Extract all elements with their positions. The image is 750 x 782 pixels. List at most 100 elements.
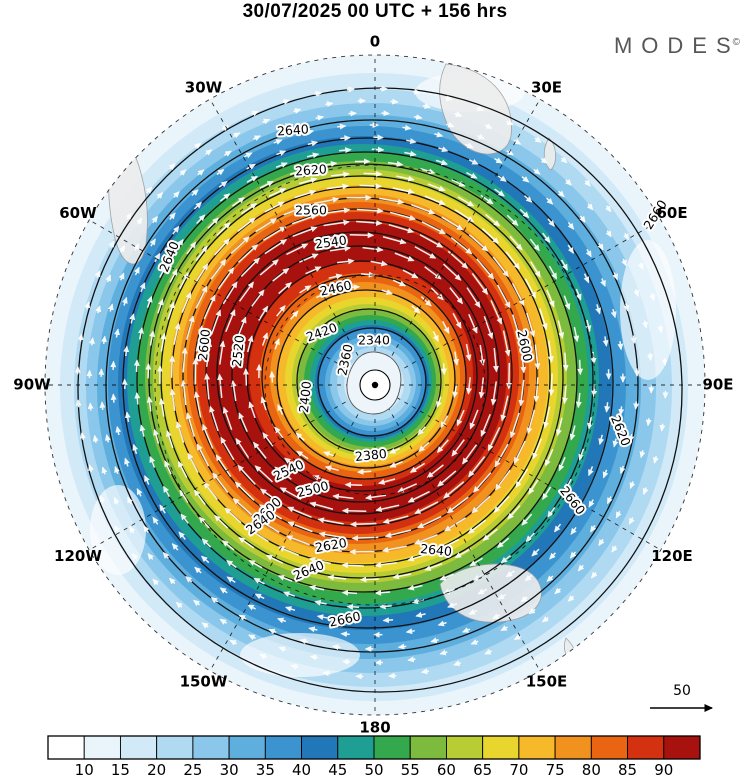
wind-arrow bbox=[494, 157, 503, 164]
wind-arrow bbox=[578, 448, 585, 461]
wind-arrow bbox=[290, 663, 299, 670]
wind-arrow bbox=[520, 346, 527, 374]
wind-arrow bbox=[219, 587, 228, 594]
wind-arrow bbox=[295, 432, 305, 441]
wind-arrow bbox=[493, 495, 510, 513]
wind-arrow bbox=[454, 111, 463, 118]
wind-arrow bbox=[424, 266, 442, 280]
wind-arrow bbox=[446, 121, 455, 128]
wind-arrow bbox=[125, 212, 132, 220]
graticule-spoke bbox=[382, 398, 541, 672]
wind-arrow bbox=[212, 472, 229, 494]
wind-arrow bbox=[151, 215, 158, 224]
wind-arrow bbox=[454, 547, 472, 559]
wind-arrow bbox=[162, 551, 170, 559]
wind-arrow bbox=[276, 150, 287, 156]
colorbar-segment bbox=[192, 735, 230, 760]
wind-arrow bbox=[633, 401, 640, 410]
contour-line-2400 bbox=[261, 274, 467, 480]
wind-arrow bbox=[340, 631, 350, 638]
wind-arrow bbox=[597, 242, 604, 251]
wind-arrow bbox=[541, 616, 549, 623]
colorbar-tick-label: 55 bbox=[401, 761, 420, 779]
wind-arrow bbox=[452, 312, 462, 329]
wind-arrow bbox=[198, 516, 210, 529]
wind-arrow bbox=[181, 347, 188, 373]
wind-arrow bbox=[283, 123, 293, 129]
wind-arrow bbox=[218, 180, 228, 188]
contour-label: 2600 bbox=[195, 328, 213, 361]
wind-arrow bbox=[387, 160, 404, 167]
wind-arrow bbox=[457, 196, 475, 207]
wind-arrow bbox=[434, 131, 444, 138]
wind-arrow bbox=[275, 162, 288, 169]
wind-arrow bbox=[379, 197, 405, 205]
wind-arrow bbox=[511, 283, 525, 307]
wind-arrow bbox=[506, 119, 514, 126]
wind-arrow bbox=[210, 309, 222, 335]
wind-arrow bbox=[292, 226, 318, 238]
wind-arrow bbox=[205, 340, 213, 367]
wind-arrow bbox=[152, 516, 159, 525]
wind-arrow bbox=[287, 521, 313, 533]
wind-arrow bbox=[294, 189, 317, 199]
colorbar-tick-label: 65 bbox=[473, 761, 492, 779]
wind-arrow bbox=[500, 395, 509, 422]
wind-arrow bbox=[114, 465, 120, 475]
wind-arrow bbox=[259, 488, 283, 505]
wind-arrow bbox=[238, 412, 248, 432]
wind-arrow bbox=[605, 230, 612, 238]
wind-arrow bbox=[123, 345, 130, 357]
wind-arrow bbox=[285, 535, 310, 546]
wind-arrow bbox=[645, 418, 652, 427]
wind-arrow bbox=[600, 278, 606, 288]
wind-arrow bbox=[542, 232, 551, 244]
wind-arrow bbox=[139, 424, 146, 437]
wind-arrow bbox=[255, 218, 278, 233]
wind-arrow bbox=[173, 191, 180, 198]
wind-arrow bbox=[322, 670, 331, 677]
wind-arrow bbox=[496, 537, 510, 549]
wind-arrow bbox=[363, 170, 383, 177]
wind-arrow bbox=[374, 561, 398, 568]
colorbar-segment bbox=[445, 735, 484, 760]
wind-arrow bbox=[185, 575, 193, 583]
wind-arrow bbox=[577, 359, 584, 376]
wind-arrow bbox=[306, 152, 320, 159]
wind-arrow bbox=[558, 456, 566, 472]
colorbar-segment bbox=[590, 735, 629, 760]
wind-arrow bbox=[490, 300, 503, 325]
wind-arrow bbox=[427, 183, 446, 192]
graticule-spoke bbox=[209, 398, 368, 672]
wind-arrow bbox=[317, 517, 344, 525]
wind-arrow bbox=[136, 217, 143, 225]
wind-arrow bbox=[238, 281, 254, 302]
wind-arrow bbox=[402, 124, 412, 131]
longitude-label-90E: 90E bbox=[702, 376, 733, 394]
wind-arrow bbox=[461, 627, 471, 633]
wind-arrow bbox=[197, 169, 205, 176]
wind-arrow bbox=[166, 429, 174, 449]
wind-arrow bbox=[642, 487, 649, 496]
contour-label: 2520 bbox=[229, 334, 247, 367]
wind-arrow bbox=[149, 455, 156, 468]
wind-arrow bbox=[575, 288, 582, 301]
wind-arrow bbox=[168, 163, 176, 171]
wind-arrow bbox=[402, 269, 419, 279]
wind-arrow bbox=[259, 180, 274, 189]
wind-arrow bbox=[484, 123, 493, 129]
wind-arrow bbox=[560, 259, 568, 271]
longitude-label-60W: 60W bbox=[59, 204, 97, 222]
wind-arrow bbox=[274, 338, 280, 350]
longitude-label-30E: 30E bbox=[531, 78, 562, 96]
graticule-spoke bbox=[388, 219, 662, 378]
wind-arrow bbox=[586, 203, 594, 211]
wind-arrow bbox=[299, 638, 309, 645]
wind-arrow bbox=[159, 504, 166, 514]
chart-title: 30/07/2025 00 UTC + 156 hrs bbox=[242, 1, 508, 22]
wind-arrow bbox=[282, 591, 296, 597]
wind-arrow bbox=[577, 564, 585, 572]
wind-arrow bbox=[149, 238, 156, 247]
contour-label: 2460 bbox=[319, 277, 353, 298]
wind-arrow bbox=[175, 238, 184, 250]
